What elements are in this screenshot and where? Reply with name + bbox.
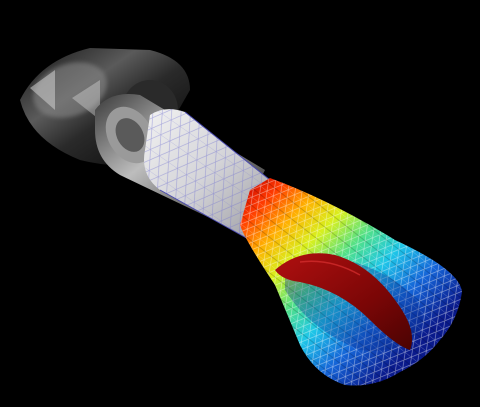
valve-leaflet	[275, 253, 413, 350]
stent-frame	[144, 109, 271, 241]
